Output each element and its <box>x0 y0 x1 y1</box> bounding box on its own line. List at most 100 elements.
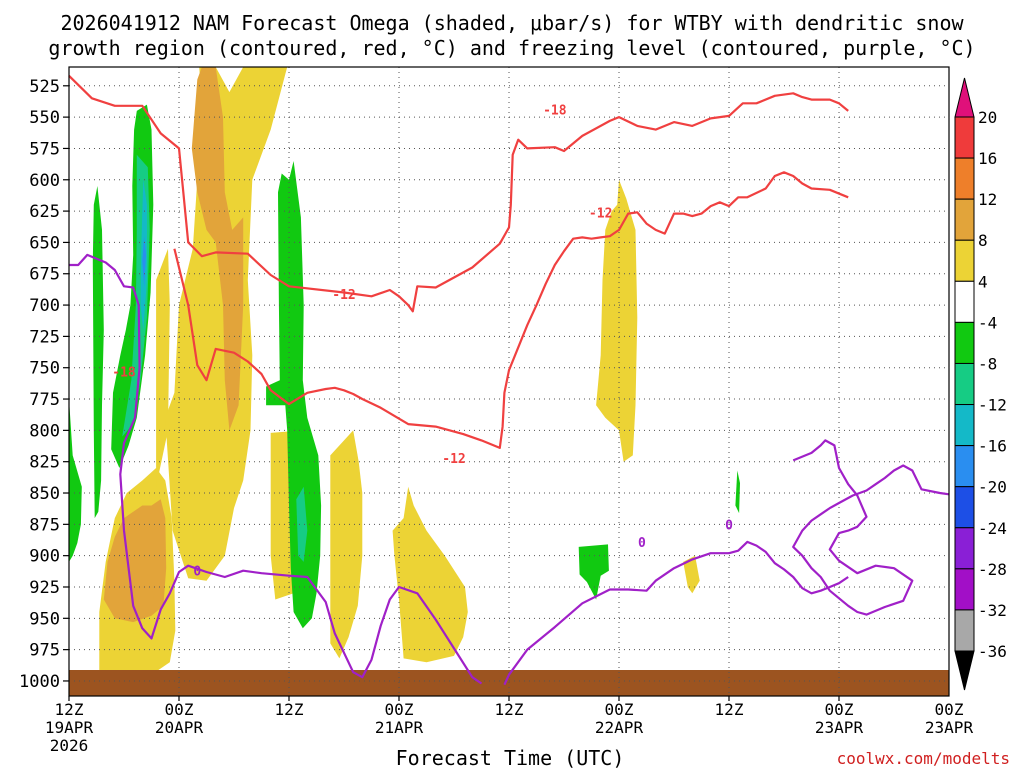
omega-shading <box>69 67 740 681</box>
omega-region-18 <box>296 486 308 562</box>
colorbar-top-arrow <box>954 77 975 118</box>
x-tick-label-84-line2: 23APR <box>815 718 864 737</box>
omega-region-1 <box>103 499 167 623</box>
y-tick-label-575: 575 <box>29 139 60 159</box>
y-axis: 525 550 575 600 625 650 675 700 725 750 775 800 825 8… <box>19 77 69 692</box>
y-tick-label-725: 725 <box>29 327 60 347</box>
colorbar-label-13: -36 <box>978 642 1007 661</box>
omega-region-20 <box>735 470 740 514</box>
y-tick-label-625: 625 <box>29 202 60 222</box>
contour-line-0 <box>68 75 849 313</box>
contour-line-2 <box>69 253 483 685</box>
y-tick-label-850: 850 <box>29 484 60 504</box>
contour-line-4 <box>792 439 950 616</box>
y-tick-label-950: 950 <box>29 609 60 629</box>
colorbar-label-7: -12 <box>978 396 1007 415</box>
x-tick-label-24-line1: 12Z <box>275 700 304 719</box>
colorbar-segment-0 <box>954 116 975 159</box>
colorbar-segment-4 <box>954 280 975 323</box>
dgz-label-2: -18 <box>112 365 136 380</box>
y-tick-label-600: 600 <box>29 171 60 191</box>
colorbar-label-1: 16 <box>978 149 997 168</box>
y-tick-label-800: 800 <box>29 421 60 441</box>
x-axis-label: Forecast Time (UTC) <box>396 746 625 768</box>
omega-region-9 <box>683 555 700 594</box>
y-tick-label-825: 825 <box>29 453 60 473</box>
y-tick-label-750: 750 <box>29 359 60 379</box>
colorbar-label-3: 8 <box>978 231 988 250</box>
colorbar-segment-6 <box>954 362 975 406</box>
y-tick-label-925: 925 <box>29 578 60 598</box>
colorbar-segment-8 <box>954 445 975 488</box>
freezing-label-1: 0 <box>638 536 646 551</box>
omega-region-16 <box>142 236 146 287</box>
x-tick-label-60-line2: 22APR <box>595 718 644 737</box>
colorbar-label-12: -32 <box>978 601 1007 620</box>
colorbar-bottom-arrow <box>954 650 975 691</box>
omega-region-8 <box>596 179 638 462</box>
y-tick-label-900: 900 <box>29 547 60 567</box>
omega-region-12 <box>92 186 104 519</box>
colorbar-label-4: 4 <box>978 272 988 291</box>
x-tick-label-36-line1: 00Z <box>385 700 414 719</box>
x-tick-label-72-line1: 12Z <box>715 700 744 719</box>
x-tick-label-0-line3: 2026 <box>50 736 89 755</box>
colorbar-segment-10 <box>954 527 975 570</box>
colorbar-label-6: -8 <box>978 354 997 373</box>
omega-region-4 <box>191 67 244 431</box>
colorbar-segment-3 <box>954 239 975 282</box>
colorbar-segment-11 <box>954 568 975 611</box>
contour-lines <box>68 75 950 686</box>
x-tick-label-0-line1: 12Z <box>55 700 84 719</box>
x-tick-label-end-0: 00Z <box>935 700 964 719</box>
freezing-label-2: 0 <box>725 518 733 533</box>
y-tick-label-675: 675 <box>29 265 60 285</box>
dgz-label-4: -12 <box>589 206 612 221</box>
colorbar-label-9: -20 <box>978 478 1007 497</box>
y-tick-label-525: 525 <box>29 77 60 97</box>
plot-area: -18 -12 -18 -12 -12 0 0 0 <box>68 66 950 697</box>
x-tick-label-end-1: 23APR <box>925 718 974 737</box>
dgz-label-0: -18 <box>543 104 567 119</box>
omega-region-6 <box>330 430 363 659</box>
contour-line-1 <box>173 171 849 449</box>
y-tick-label-700: 700 <box>29 296 60 316</box>
colorbar: 20 16 12 8 4 -4 -8 -12 -16 -20 -24 -28 -32 -36 <box>954 77 1007 691</box>
x-tick-label-36-line2: 21APR <box>375 718 424 737</box>
freezing-label-0: 0 <box>193 565 201 580</box>
x-tick-label-12-line2: 20APR <box>155 718 204 737</box>
omega-region-19 <box>578 544 609 600</box>
grid-lines <box>68 67 949 696</box>
y-tick-label-650: 650 <box>29 233 60 253</box>
omega-region-11 <box>69 399 82 562</box>
chart-title-line-2: growth region (contoured, red, °C) and f… <box>48 36 975 60</box>
credit-text: coolwx.com/modelts <box>837 749 1010 768</box>
colorbar-segment-5 <box>954 321 975 364</box>
y-tick-label-775: 775 <box>29 390 60 410</box>
colorbar-label-5: -4 <box>978 313 997 332</box>
colorbar-segment-7 <box>954 404 975 447</box>
colorbar-segment-2 <box>954 198 975 241</box>
omega-region-17 <box>266 161 322 629</box>
y-tick-label-975: 975 <box>29 641 60 661</box>
y-tick-label-1000: 1000 <box>19 672 60 692</box>
colorbar-segment-12 <box>954 609 975 652</box>
colorbar-segment-9 <box>954 486 975 529</box>
colorbar-label-10: -24 <box>978 519 1007 538</box>
dgz-label-3: -12 <box>442 452 465 467</box>
x-tick-label-60-line1: 00Z <box>605 700 634 719</box>
colorbar-label-0: 20 <box>978 108 997 127</box>
y-tick-label-550: 550 <box>29 108 60 128</box>
colorbar-label-8: -16 <box>978 437 1007 456</box>
dgz-label-1: -12 <box>332 288 355 303</box>
contour-line-3 <box>503 540 849 686</box>
x-tick-label-12-line1: 00Z <box>165 700 194 719</box>
omega-region-10 <box>151 574 157 600</box>
contour-labels: -18 -12 -18 -12 -12 0 0 0 <box>112 104 733 580</box>
x-tick-label-84-line1: 00Z <box>825 700 854 719</box>
chart-title-line-1: 2026041912 NAM Forecast Omega (shaded, μ… <box>60 11 964 35</box>
x-tick-label-48-line1: 12Z <box>495 700 524 719</box>
colorbar-label-11: -28 <box>978 560 1007 579</box>
colorbar-segment-1 <box>954 157 975 200</box>
